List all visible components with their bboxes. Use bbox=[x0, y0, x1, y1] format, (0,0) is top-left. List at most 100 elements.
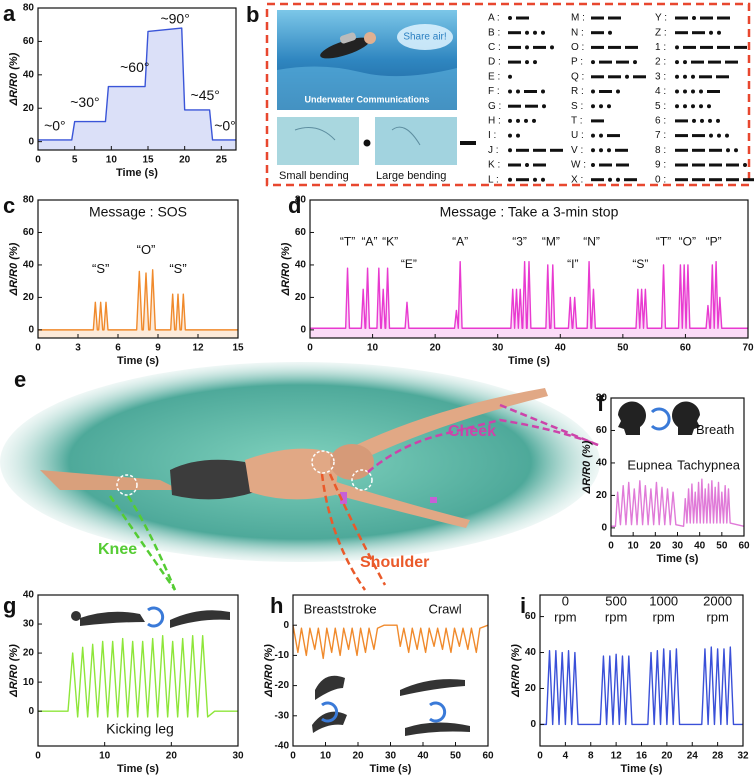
line bbox=[292, 624, 489, 660]
morse-dash bbox=[692, 134, 705, 138]
panel-letter: b bbox=[246, 2, 259, 27]
annotation: “I” bbox=[567, 257, 578, 271]
y-tick-label: 40 bbox=[525, 647, 537, 658]
sensor bbox=[340, 492, 347, 504]
morse-dash bbox=[675, 31, 688, 35]
annotation: “T” bbox=[656, 234, 671, 248]
morse-panel: b Share air! Underwater Communications S… bbox=[246, 2, 754, 187]
y-tick-label: 80 bbox=[295, 195, 307, 206]
morse-dash bbox=[743, 178, 754, 182]
morse-dot bbox=[508, 133, 512, 138]
y-tick-label: 60 bbox=[525, 611, 537, 622]
photo-caption: Underwater Communications bbox=[304, 94, 429, 104]
annotation: “K” bbox=[382, 234, 398, 248]
morse-letter: T : bbox=[571, 116, 582, 127]
morse-letter: 6 : bbox=[655, 116, 666, 127]
morse-dot bbox=[533, 30, 537, 35]
annotation: Crawl bbox=[428, 602, 461, 617]
x-tick-label: 60 bbox=[738, 541, 750, 552]
morse-dash bbox=[525, 104, 538, 108]
morse-letter: 5 : bbox=[655, 101, 666, 112]
annotation: “S” bbox=[169, 261, 186, 276]
y-tick-label: 40 bbox=[23, 590, 35, 601]
morse-dot bbox=[599, 104, 603, 109]
y-tick-label: 0 bbox=[28, 706, 34, 717]
panel-letter: f bbox=[597, 391, 605, 416]
chart-title: Message : Take a 3-min stop bbox=[440, 204, 619, 220]
knee-arrow bbox=[126, 495, 177, 591]
swimmer-icon bbox=[71, 611, 81, 621]
morse-dot bbox=[516, 118, 520, 123]
morse-dot bbox=[524, 118, 528, 123]
annotation: “A” bbox=[452, 234, 468, 248]
panel-letter: d bbox=[288, 193, 301, 218]
morse-dot bbox=[516, 89, 520, 94]
x-tick-label: 20 bbox=[661, 751, 673, 762]
x-tick-label: 3 bbox=[75, 343, 81, 354]
y-tick-label: -20 bbox=[275, 680, 290, 691]
line bbox=[38, 634, 238, 718]
morse-dot bbox=[616, 177, 620, 182]
annotation: “3” bbox=[512, 234, 527, 248]
morse-letter: E : bbox=[488, 71, 500, 82]
panel-letter: i bbox=[520, 593, 526, 618]
large-bending-label: Large bending bbox=[376, 170, 446, 182]
morse-dot bbox=[533, 177, 537, 182]
dashed-frame bbox=[265, 2, 751, 187]
arm-left bbox=[330, 388, 548, 470]
annotation: “S” bbox=[632, 257, 648, 271]
x-tick-label: 70 bbox=[742, 343, 754, 354]
x-tick-label: 24 bbox=[687, 751, 699, 762]
x-tick-label: 40 bbox=[694, 541, 706, 552]
axes-frame bbox=[309, 199, 749, 339]
morse-letter: 0 : bbox=[655, 174, 666, 185]
shorts bbox=[170, 459, 255, 500]
morse-letter: O : bbox=[571, 42, 584, 53]
cheek-arrow bbox=[499, 403, 599, 447]
panel-letter: c bbox=[3, 193, 15, 218]
annotation: rpm bbox=[605, 610, 627, 625]
morse-dash bbox=[692, 148, 705, 152]
morse-dash bbox=[550, 148, 563, 152]
y-tick-label: 10 bbox=[23, 677, 35, 688]
morse-dot bbox=[525, 163, 529, 167]
x-tick-label: 20 bbox=[179, 155, 191, 166]
morse-dash bbox=[608, 75, 621, 79]
arm-right bbox=[325, 480, 470, 528]
morse-dash bbox=[615, 148, 628, 152]
x-tick-label: 50 bbox=[716, 541, 728, 552]
morse-dash bbox=[508, 104, 521, 108]
annotation: “M” bbox=[542, 234, 560, 248]
line bbox=[540, 646, 743, 726]
morse-dot bbox=[591, 133, 595, 138]
swimmer-illustration: e Cheek Knee Shoulder bbox=[0, 362, 600, 591]
morse-dot bbox=[525, 30, 529, 35]
annotation: ~0° bbox=[44, 117, 66, 133]
annotation: ~90° bbox=[160, 10, 189, 26]
morse-dash bbox=[599, 90, 612, 93]
morse-dot bbox=[717, 30, 721, 35]
morse-dash bbox=[675, 16, 688, 20]
y-tick-label: -40 bbox=[275, 741, 290, 752]
y-tick-label: 80 bbox=[23, 3, 35, 14]
morse-letter: U : bbox=[571, 130, 584, 141]
morse-dot bbox=[675, 60, 679, 65]
water-ripples bbox=[277, 66, 457, 110]
morse-dot bbox=[675, 74, 679, 79]
x-axis-label: Time (s) bbox=[370, 763, 412, 775]
x-tick-label: 60 bbox=[482, 751, 494, 762]
morse-table: A : B : C : D : E : F : G : H : I : J : K : L : M : N… bbox=[488, 13, 754, 185]
shoulder-label: Shoulder bbox=[360, 554, 429, 571]
x-axis-label: Time (s) bbox=[117, 763, 159, 775]
cheek-arrow bbox=[367, 418, 599, 473]
axes-frame bbox=[37, 7, 237, 151]
morse-letter: L : bbox=[488, 174, 499, 185]
x-tick-label: 6 bbox=[115, 343, 121, 354]
morse-dot bbox=[541, 30, 545, 35]
morse-dot bbox=[717, 133, 721, 138]
annotation: 500 bbox=[605, 594, 627, 609]
panel-letter: a bbox=[3, 1, 16, 26]
morse-dot bbox=[683, 104, 687, 109]
